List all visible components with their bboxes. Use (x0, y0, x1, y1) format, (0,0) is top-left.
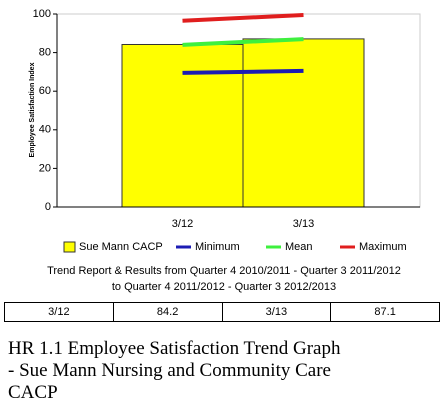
table-cell: 84.2 (112, 302, 223, 322)
y-axis-label: Employee Satisfaction Index (29, 62, 36, 157)
subtitle: to Quarter 4 2011/2012 - Quarter 3 2012/… (112, 281, 336, 293)
legend-label: Minimum (195, 241, 240, 253)
table-row: 3/12 84.2 3/13 87.1 (4, 302, 440, 322)
y-tick-label: 40 (39, 124, 51, 136)
y-tick-label: 60 (39, 85, 51, 97)
data-table: 3/12 84.2 3/13 87.1 (4, 302, 440, 322)
y-tick-label: 100 (33, 8, 51, 20)
caption-line: HR 1.1 Employee Satisfaction Trend Graph (8, 338, 341, 359)
legend-label: Maximum (359, 241, 407, 253)
legend-label: Mean (285, 241, 313, 253)
line (182, 37, 304, 47)
bar (121, 43, 244, 208)
table-cell: 87.1 (330, 302, 440, 322)
table-cell: 3/13 (221, 302, 332, 322)
bar (242, 38, 365, 208)
line (182, 12, 304, 23)
y-tick-label: 0 (45, 201, 51, 213)
legend-label: Sue Mann CACP (79, 241, 163, 253)
line (182, 68, 304, 75)
x-tick-label: 3/12 (172, 218, 193, 230)
y-tick-label: 20 (39, 162, 51, 174)
x-tick-label: 3/13 (293, 218, 314, 230)
legend-swatch (63, 241, 76, 253)
subtitle: Trend Report & Results from Quarter 4 20… (47, 265, 401, 277)
caption-line: - Sue Mann Nursing and Community Care (8, 360, 331, 381)
y-tick-label: 80 (39, 47, 51, 59)
caption: HR 1.1 Employee Satisfaction Trend Graph… (8, 338, 340, 404)
table-cell: 3/12 (4, 302, 114, 322)
chart: Employee Satisfaction Index 0 20 40 60 80 100… (29, 8, 421, 293)
caption-line: CACP (8, 382, 58, 403)
